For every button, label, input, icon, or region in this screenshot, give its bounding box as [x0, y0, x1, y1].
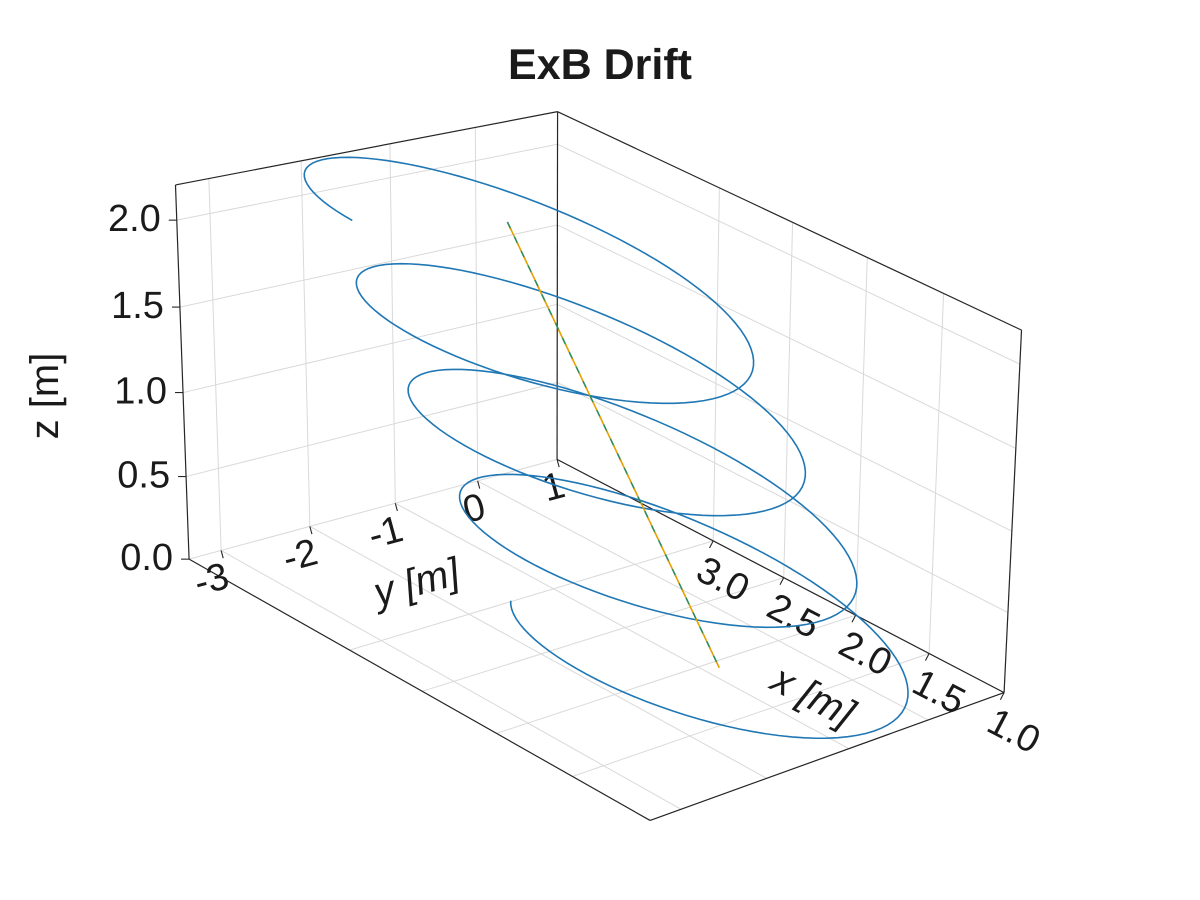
svg-text:1.5: 1.5 [111, 285, 164, 327]
svg-text:0.5: 0.5 [117, 455, 170, 497]
svg-text:1.0: 1.0 [114, 371, 167, 413]
svg-text:0.0: 0.0 [120, 537, 173, 579]
svg-text:ExB Drift: ExB Drift [508, 41, 692, 89]
svg-text:2.0: 2.0 [108, 198, 161, 240]
svg-text:z [m]: z [m] [23, 353, 67, 440]
